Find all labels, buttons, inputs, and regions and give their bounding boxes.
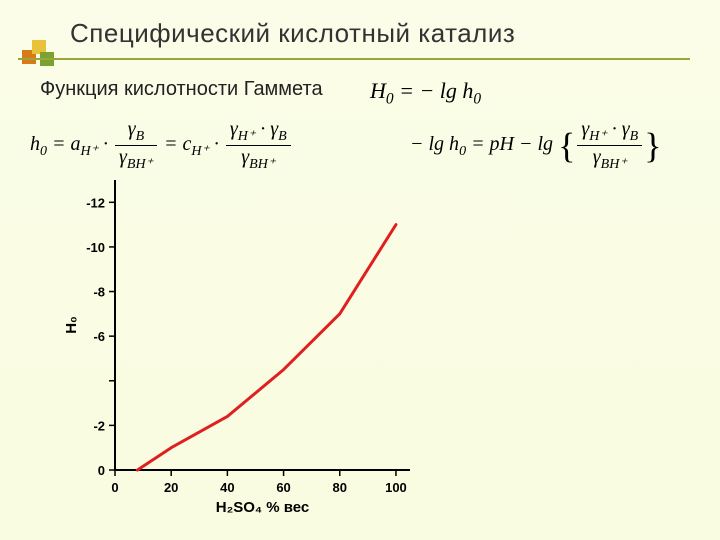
- logo: [22, 40, 58, 68]
- svg-text:20: 20: [164, 480, 178, 495]
- svg-text:-10: -10: [86, 240, 105, 255]
- svg-text:0: 0: [111, 480, 118, 495]
- title-underline: [18, 58, 690, 60]
- svg-text:40: 40: [220, 480, 234, 495]
- formula-h0-def: H0 = − lg h0: [370, 78, 481, 108]
- hammett-chart: 0 20 40 60 80 100 0 -2 -6 -8 -10 -12 H₂SO₄ % вес H₀: [60, 170, 420, 520]
- svg-text:80: 80: [333, 480, 347, 495]
- slide: Специфический кислотный катализ Функция …: [0, 0, 720, 540]
- formula-h0-activity: h0 = aH⁺ · γBγBH⁺ = cH⁺ · γH⁺ · γBγBH⁺: [30, 118, 293, 173]
- svg-text:100: 100: [385, 480, 407, 495]
- svg-text:0: 0: [98, 463, 105, 478]
- svg-text:-12: -12: [86, 195, 105, 210]
- svg-text:H₀: H₀: [63, 316, 80, 334]
- subtitle: Функция кислотности Гаммета: [40, 78, 323, 101]
- svg-text:-2: -2: [93, 418, 105, 433]
- svg-text:-6: -6: [93, 329, 105, 344]
- svg-text:60: 60: [276, 480, 290, 495]
- title-row: Специфический кислотный катализ: [70, 18, 690, 49]
- svg-text:-8: -8: [93, 285, 105, 300]
- chart-svg: 0 20 40 60 80 100 0 -2 -6 -8 -10 -12 H₂SO₄ % вес H₀: [60, 170, 420, 520]
- page-title: Специфический кислотный катализ: [70, 18, 690, 49]
- svg-text:H₂SO₄ % вес: H₂SO₄ % вес: [216, 499, 310, 516]
- formula-lgh0: − lg h0 = pH − lg {γH⁺ · γBγBH⁺}: [410, 118, 661, 173]
